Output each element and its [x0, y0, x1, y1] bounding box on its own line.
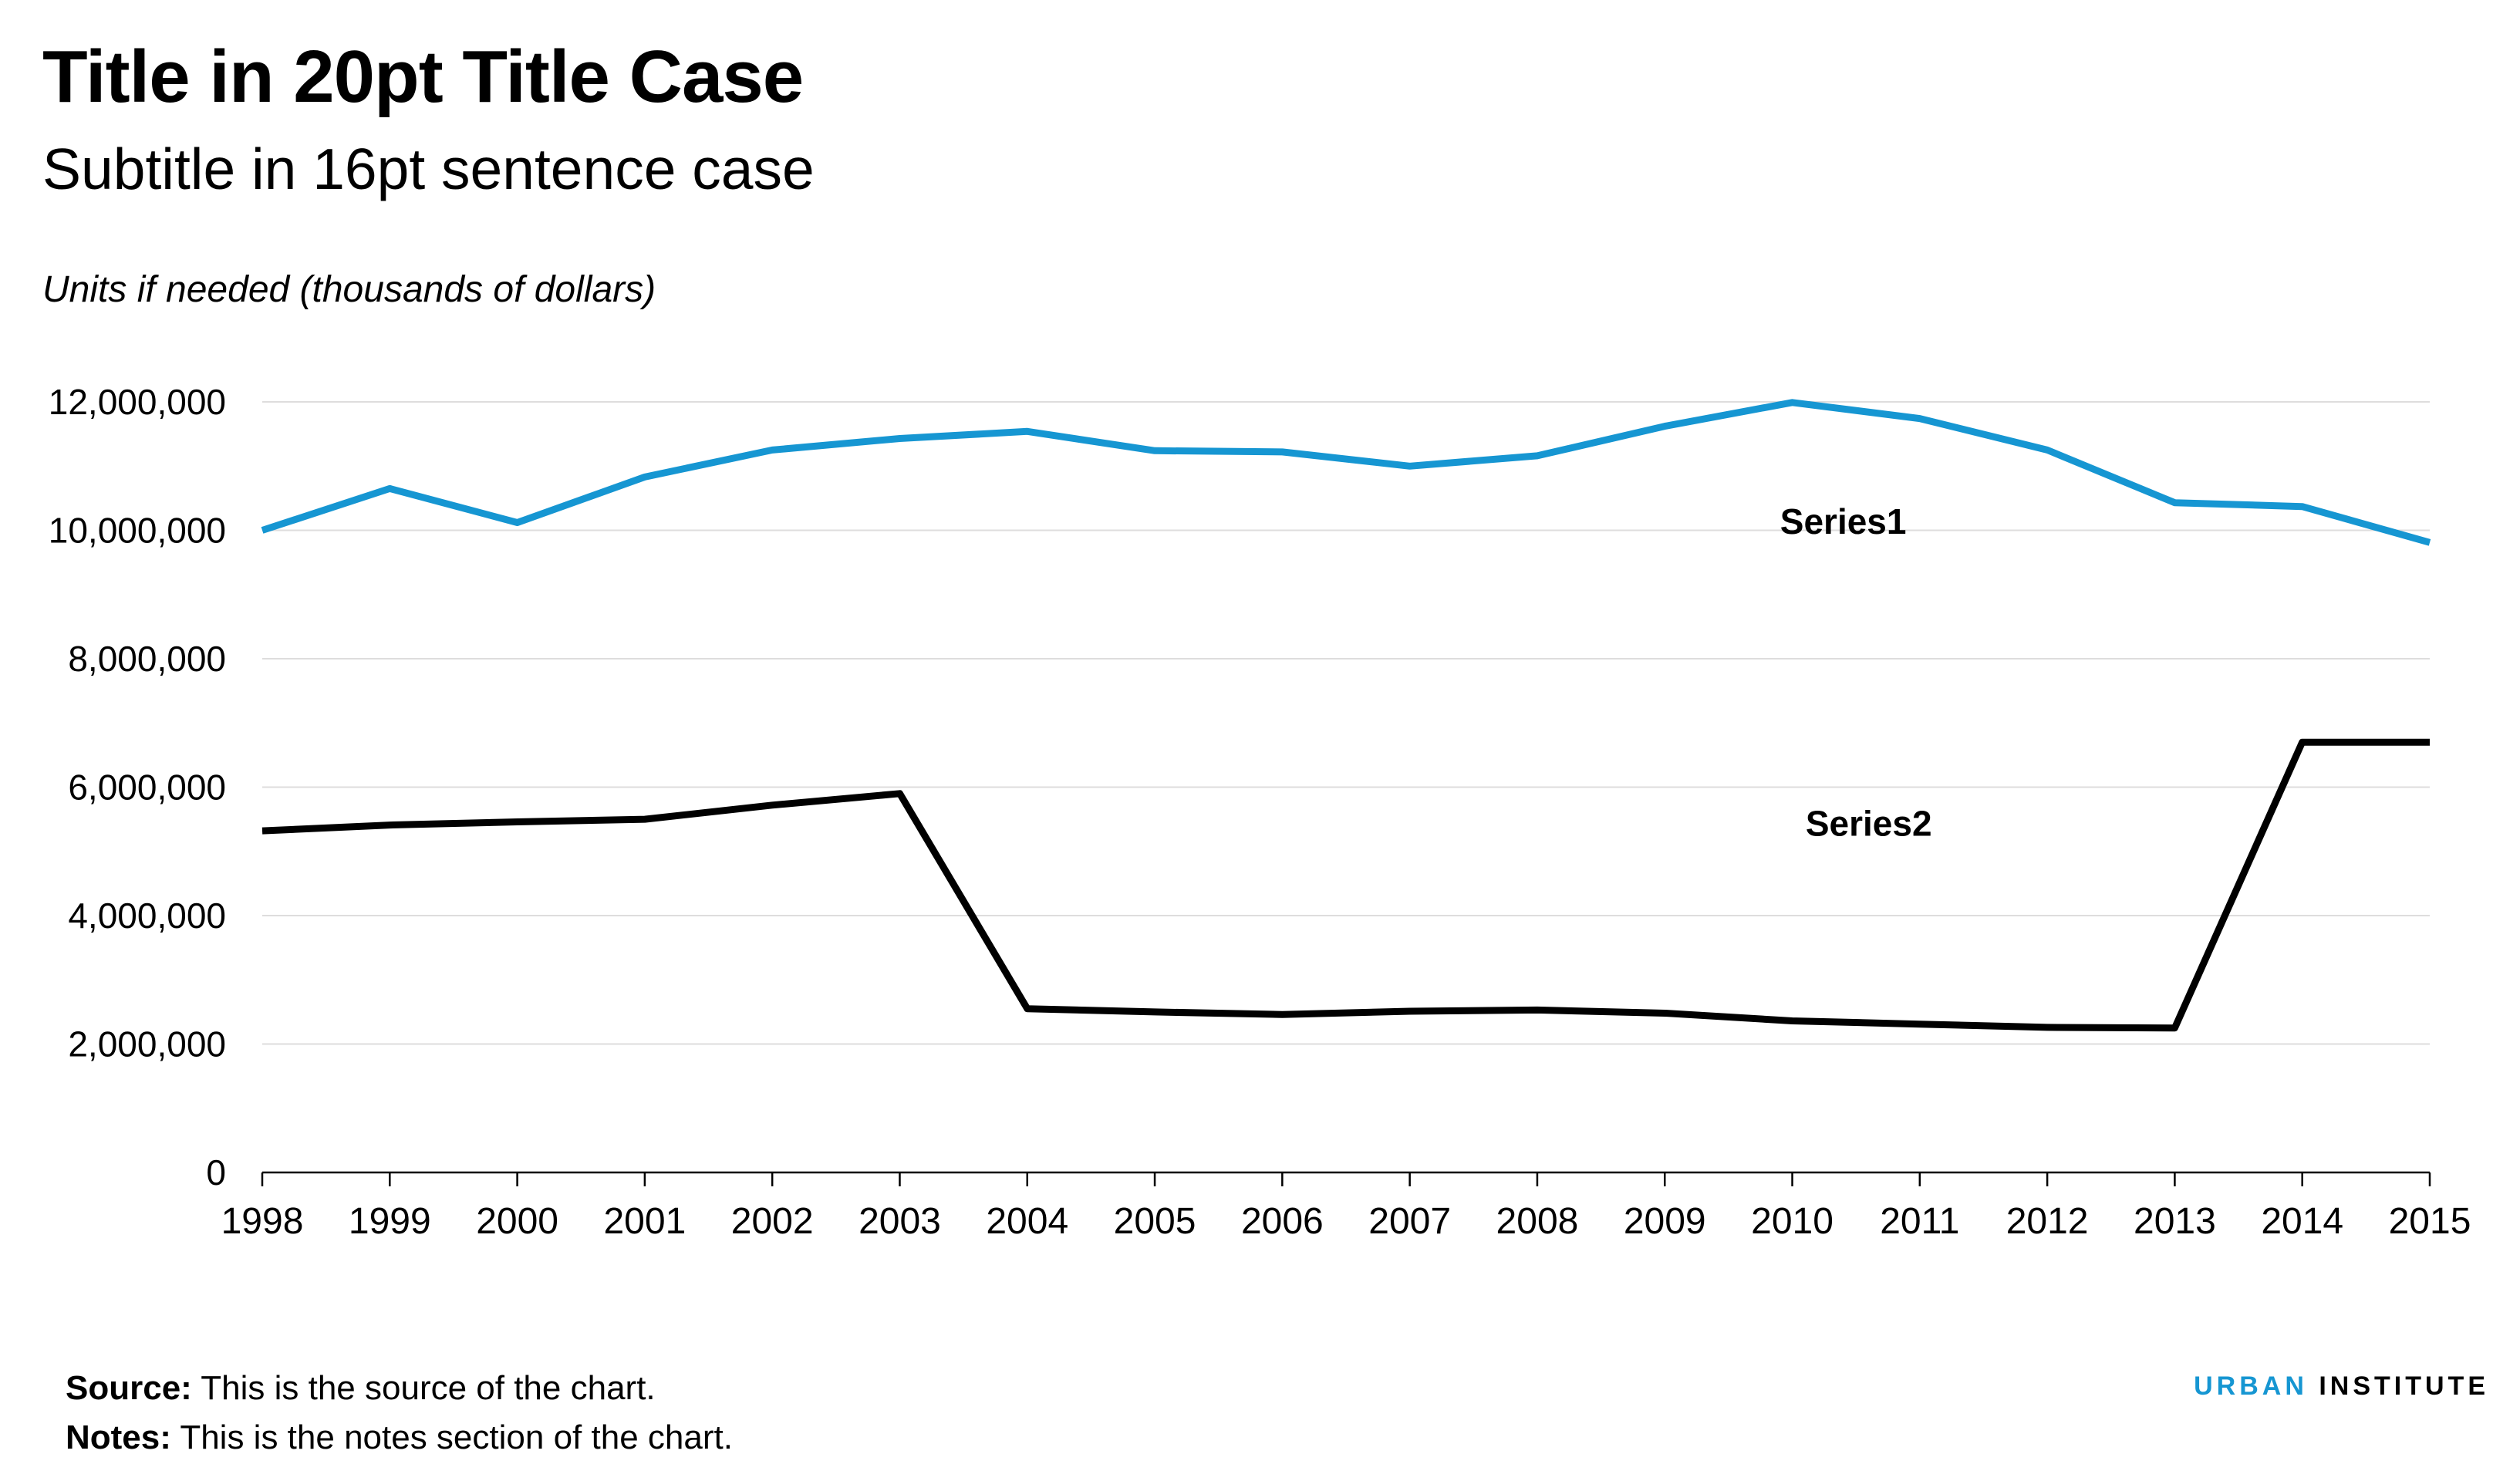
x-tick-label: 2000: [476, 1201, 558, 1242]
x-tick-label: 2007: [1368, 1201, 1451, 1242]
x-tick-label: 2014: [2261, 1201, 2343, 1242]
series-lines: [261, 399, 2431, 1032]
logo-word-urban: URBAN: [2194, 1371, 2308, 1401]
series-label: Series2: [1806, 804, 1932, 844]
series-label: Series1: [1780, 501, 1907, 541]
notes-text: This is the notes section of the chart.: [170, 1419, 733, 1456]
y-tick-label: 12,000,000: [49, 382, 226, 422]
chart-subtitle: Subtitle in 16pt sentence case: [42, 137, 815, 201]
notes-note: Notes: This is the notes section of the …: [66, 1421, 733, 1455]
series-line-2: [261, 738, 2430, 1032]
source-note: Source: This is the source of the chart.: [66, 1371, 656, 1405]
x-tick-label: 2006: [1241, 1201, 1324, 1242]
y-axis-tick-labels: 0 2,000,000 4,000,000 6,000,000 8,000,000 10,…: [49, 382, 226, 1193]
y-tick-label: 4,000,000: [68, 896, 226, 936]
x-tick-label: 2009: [1624, 1201, 1706, 1242]
x-axis-tick-labels: 1998 1999 2000 2001 2002 2003 2004 2005 2006 2007…: [221, 1201, 2471, 1242]
y-tick-label: 6,000,000: [68, 767, 226, 808]
x-tick-label: 2010: [1751, 1201, 1833, 1242]
logo-word-institute: INSTITUTE: [2307, 1371, 2489, 1401]
x-tick-label: 2013: [2134, 1201, 2216, 1242]
urban-institute-logo: URBAN INSTITUTE: [2194, 1373, 2489, 1399]
x-tick-label: 2008: [1496, 1201, 1579, 1242]
y-tick-label: 10,000,000: [49, 511, 226, 551]
x-tick-label: 2003: [859, 1201, 941, 1242]
x-tick-label: 2004: [986, 1201, 1068, 1242]
series-line-1: [261, 399, 2431, 546]
source-text: This is the source of the chart.: [191, 1369, 656, 1407]
y-tick-label: 0: [206, 1152, 226, 1193]
x-tick-label: 1999: [349, 1201, 431, 1242]
y-tick-label: 8,000,000: [68, 639, 226, 679]
series-labels: Series1 Series2: [1780, 501, 1932, 844]
source-label: Source:: [66, 1369, 192, 1407]
x-tick-label: 2005: [1114, 1201, 1196, 1242]
x-tick-label: 2002: [731, 1201, 814, 1242]
y-axis-units-label: Units if needed (thousands of dollars): [42, 269, 656, 310]
x-tick-label: 2012: [2006, 1201, 2089, 1242]
x-tick-label: 2001: [603, 1201, 686, 1242]
x-tick-label: 2015: [2389, 1201, 2471, 1242]
x-tick-label: 2011: [1880, 1201, 1959, 1242]
gridlines: [262, 401, 2430, 1045]
chart-title: Title in 20pt Title Case: [42, 35, 804, 118]
x-axis: [261, 1171, 2431, 1186]
notes-label: Notes:: [66, 1419, 171, 1456]
y-tick-label: 2,000,000: [68, 1024, 226, 1064]
x-tick-label: 1998: [221, 1201, 304, 1242]
